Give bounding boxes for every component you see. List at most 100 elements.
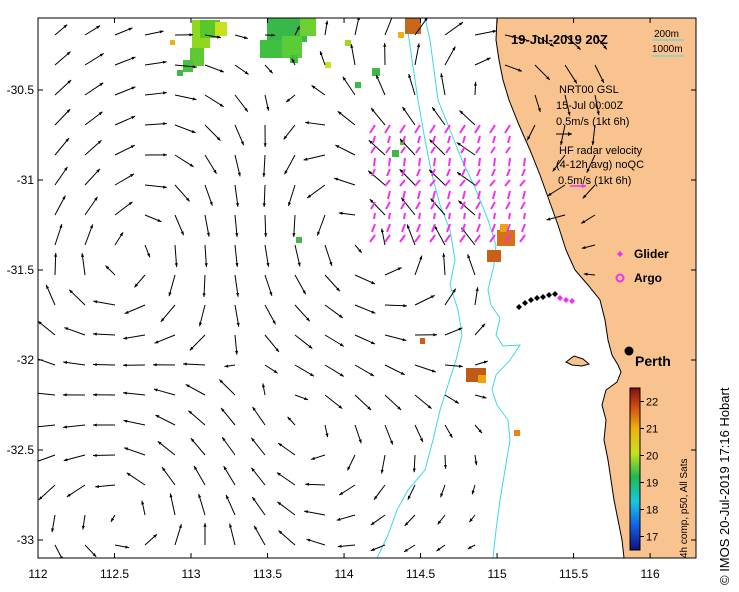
current-arrowhead (223, 466, 227, 471)
current-arrowhead (236, 322, 240, 327)
current-arrowhead (93, 332, 97, 336)
hf-vector (414, 179, 421, 187)
current-arrowhead (261, 383, 266, 388)
current-arrowhead (336, 517, 341, 521)
hf-vector (463, 157, 466, 167)
current-arrowhead (399, 169, 404, 173)
current-arrowhead (286, 98, 291, 103)
hf-vector (505, 146, 511, 154)
current-arrowhead (236, 292, 240, 297)
current-arrowhead (154, 340, 159, 344)
current-arrowhead (412, 468, 416, 473)
current-arrowhead (367, 406, 372, 410)
hf-radar-vectors (369, 124, 526, 243)
current-arrowhead (63, 425, 67, 429)
current-arrowhead (266, 262, 270, 267)
current-arrowhead (189, 346, 194, 351)
hf-vector (384, 234, 391, 243)
hf-vector (491, 223, 496, 233)
hf-vector (490, 146, 496, 154)
hf-vector (522, 190, 526, 200)
current-arrowhead (126, 472, 131, 477)
current-arrowhead (93, 453, 97, 458)
current-arrowhead (198, 322, 202, 327)
current-arrowhead (311, 85, 316, 89)
hf-vector (402, 135, 406, 144)
hf-vector (403, 212, 406, 220)
hf-vector (507, 190, 511, 200)
colorbar (629, 387, 641, 551)
colorbar-tick-label: 18 (646, 505, 658, 517)
hf-vector (369, 234, 376, 243)
hf-vector (369, 124, 376, 134)
current-arrowhead (217, 35, 221, 39)
current-arrowhead (234, 350, 239, 355)
hf-vector (370, 201, 376, 210)
current-arrowhead (283, 135, 288, 140)
hf-vector (400, 201, 406, 210)
current-arrowhead (475, 287, 479, 292)
current-arrowhead (93, 300, 98, 304)
current-arrowhead (302, 290, 306, 295)
current-arrowhead (159, 30, 164, 34)
current-arrowhead (155, 415, 160, 419)
y-tick-label: -32 (17, 353, 35, 367)
perth-label: Perth (635, 353, 671, 369)
hf-vector (448, 157, 451, 167)
current-arrow (38, 358, 56, 366)
y-axis: -30.5 -31 -31.5 -32 -32.5 -33 (7, 83, 696, 547)
glider-track (516, 291, 575, 310)
current-arrowhead (436, 547, 441, 552)
current-arrowhead (237, 172, 241, 177)
current-arrowhead (54, 253, 58, 257)
current-arrowhead (370, 547, 375, 551)
current-arrowhead (546, 76, 550, 80)
current-arrowhead (467, 545, 472, 549)
hf-vector (445, 201, 451, 210)
hf-vector (520, 201, 526, 210)
hf-vector (388, 212, 391, 220)
current-arrowhead (458, 200, 463, 205)
current-arrowhead (244, 107, 248, 112)
current-arrowhead (389, 440, 393, 445)
current-arrowhead (219, 69, 224, 73)
current-arrowhead (163, 185, 167, 189)
current-arrowhead (183, 362, 187, 366)
current-arrowhead (452, 46, 456, 51)
hf-vector (460, 201, 466, 210)
current-arrowhead (325, 433, 329, 438)
current-arrowhead (471, 490, 475, 495)
current-arrowhead (96, 168, 100, 173)
current-arrowhead (174, 263, 178, 267)
colorbar-ticks: 17 18 19 20 21 22 (640, 397, 658, 544)
current-arrowhead (339, 491, 344, 496)
hf-vector (418, 157, 421, 167)
hf-vector (476, 223, 481, 233)
hf-vector (384, 124, 391, 134)
hf-vector (523, 212, 526, 220)
current-arrowhead (194, 465, 198, 470)
current-arrowhead (162, 467, 166, 472)
hf-vector (417, 135, 421, 144)
current-arrowhead (432, 107, 436, 112)
hf-vector (493, 212, 496, 220)
hf-vector (373, 212, 376, 220)
current-arrowhead (131, 86, 136, 90)
current-arrowhead (229, 523, 233, 528)
current-arrowhead (235, 263, 239, 267)
hf-vector (475, 201, 481, 210)
x-tick-label: 112 (28, 567, 47, 581)
y-tick-label: -30.5 (7, 83, 35, 97)
current-arrowhead (63, 393, 67, 397)
current-arrowhead (380, 469, 384, 474)
legend-200m: 200m (654, 29, 679, 40)
current-arrowhead (273, 369, 278, 374)
current-arrowhead (169, 493, 173, 498)
hf-vector (431, 223, 436, 233)
current-arrowhead (269, 291, 273, 296)
hf-vector (415, 146, 421, 154)
current-arrowhead (370, 521, 375, 526)
current-arrowhead (338, 314, 343, 318)
isobath-1000m (376, 18, 463, 558)
hf-vector (508, 212, 511, 220)
